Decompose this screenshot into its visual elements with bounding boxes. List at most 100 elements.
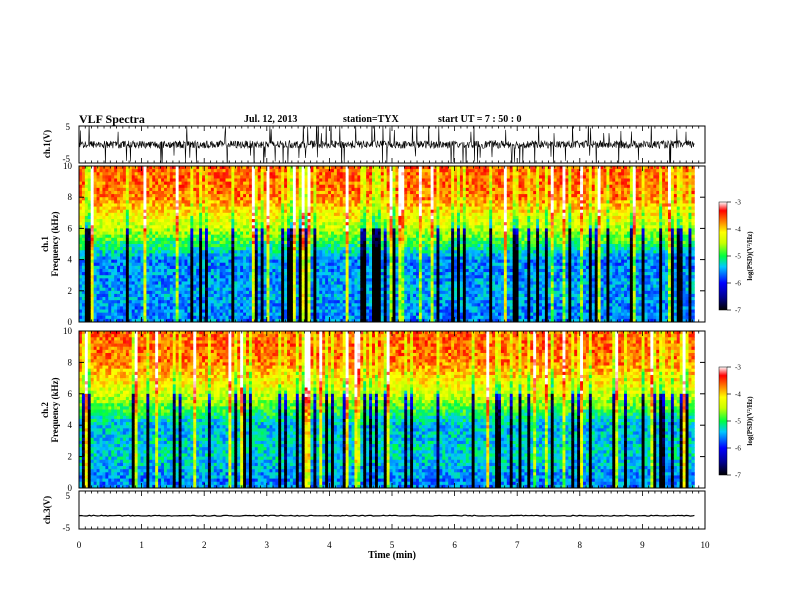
spectrogram-cell bbox=[231, 287, 235, 292]
spectrogram-cell bbox=[108, 253, 112, 257]
spectrogram-cell bbox=[304, 297, 308, 301]
spectrogram-cell bbox=[166, 290, 171, 295]
spectrogram-cell bbox=[275, 287, 279, 292]
spectrogram-cell bbox=[225, 194, 229, 198]
spectrogram-cell bbox=[275, 222, 279, 226]
spectrogram-cell bbox=[149, 309, 153, 314]
spectrogram-cell bbox=[87, 318, 92, 322]
spectrogram-cell bbox=[360, 172, 364, 176]
spectrogram-cell bbox=[90, 231, 95, 236]
spectrogram-cell bbox=[254, 265, 259, 270]
spectrogram-cell bbox=[161, 256, 165, 260]
spectrogram-cell bbox=[228, 231, 232, 236]
spectrogram-cell bbox=[289, 287, 294, 292]
spectrogram-cell bbox=[278, 237, 282, 242]
spectrogram-cell bbox=[331, 309, 335, 314]
spectrogram-cell bbox=[240, 240, 244, 245]
spectrogram-cell bbox=[105, 290, 109, 295]
spectrogram-cell bbox=[287, 200, 291, 204]
spectrogram-cell bbox=[184, 250, 188, 254]
spectrogram-cell bbox=[348, 184, 352, 189]
spectrogram-cell bbox=[93, 250, 97, 254]
spectrogram-cell bbox=[169, 209, 174, 214]
spectrogram-cell bbox=[263, 203, 267, 207]
spectrogram-cell bbox=[143, 222, 147, 226]
spectrogram-cell bbox=[90, 275, 95, 279]
spectrogram-cell bbox=[354, 256, 358, 260]
spectrogram-cell bbox=[96, 209, 100, 214]
spectrogram-cell bbox=[181, 200, 185, 204]
spectrogram-cell bbox=[298, 290, 303, 295]
spectrogram-cell bbox=[269, 228, 273, 232]
spectrogram-cell bbox=[210, 178, 215, 182]
spectrogram-cell bbox=[298, 284, 303, 289]
spectrogram-cell bbox=[219, 268, 223, 273]
spectrogram-cell bbox=[143, 197, 147, 201]
spectrogram-cell bbox=[243, 231, 247, 236]
spectrogram-cell bbox=[307, 250, 311, 254]
spectrogram-cell bbox=[158, 215, 162, 220]
spectrogram-cell bbox=[155, 225, 159, 229]
spectrogram-cell bbox=[81, 303, 86, 307]
spectrogram-cell bbox=[228, 240, 232, 245]
spectrogram-cell bbox=[342, 215, 347, 220]
spectrogram-cell bbox=[292, 315, 297, 320]
spectrogram-cell bbox=[172, 290, 177, 295]
spectrogram-cell bbox=[354, 297, 358, 301]
spectrogram-cell bbox=[152, 219, 156, 223]
spectrogram-cell bbox=[339, 284, 344, 289]
spectrogram-cell bbox=[158, 253, 162, 257]
spectrogram-cell bbox=[155, 315, 159, 320]
spectrogram-cell bbox=[143, 312, 147, 317]
spectrogram-cell bbox=[120, 303, 124, 307]
spectrogram-cell bbox=[322, 178, 326, 182]
spectrogram-cell bbox=[181, 278, 185, 282]
spectrogram-cell bbox=[333, 250, 338, 254]
spectrogram-cell bbox=[161, 194, 165, 198]
spectrogram-cell bbox=[108, 190, 112, 195]
spectrogram-cell bbox=[134, 222, 139, 226]
spectrogram-cell bbox=[190, 194, 194, 198]
spectrogram-cell bbox=[328, 178, 332, 182]
spectrogram-cell bbox=[84, 175, 89, 179]
spectrogram-cell bbox=[190, 262, 194, 267]
spectrogram-cell bbox=[134, 287, 139, 292]
spectrogram-cell bbox=[234, 206, 238, 211]
spectrogram-cell bbox=[301, 312, 306, 317]
spectrogram-cell bbox=[102, 275, 106, 279]
spectrogram-cell bbox=[328, 228, 332, 232]
spectrogram-cell bbox=[105, 315, 109, 320]
spectrogram-cell bbox=[251, 203, 256, 207]
spectrogram-cell bbox=[307, 262, 311, 267]
spectrogram-cell bbox=[263, 215, 267, 220]
spectrogram-cell bbox=[292, 190, 297, 195]
spectrogram-cell bbox=[260, 256, 265, 260]
spectrogram-cell bbox=[134, 268, 139, 273]
spectrogram-cell bbox=[240, 290, 244, 295]
spectrogram-cell bbox=[292, 312, 297, 317]
spectrogram-cell bbox=[325, 169, 329, 173]
spectrogram-cell bbox=[131, 234, 136, 239]
spectrogram-cell bbox=[207, 194, 212, 198]
spectrogram-cell bbox=[140, 200, 144, 204]
spectrogram-cell bbox=[117, 265, 121, 270]
spectrogram-cell bbox=[117, 225, 121, 229]
spectrogram-cell bbox=[354, 300, 358, 304]
spectrogram-cell bbox=[158, 265, 162, 270]
spectrogram-cell bbox=[158, 219, 162, 223]
spectrogram-cell bbox=[339, 312, 344, 317]
spectrogram-cell bbox=[328, 187, 332, 192]
spectrogram-cell bbox=[166, 275, 171, 279]
spectrogram-cell bbox=[257, 206, 262, 211]
spectrogram-cell bbox=[289, 231, 294, 236]
spectrogram-cell bbox=[169, 312, 174, 317]
spectrogram-cell bbox=[131, 215, 136, 220]
spectrogram-cell bbox=[228, 172, 232, 176]
spectrogram-cell bbox=[166, 300, 171, 304]
spectrogram-cell bbox=[184, 303, 188, 307]
spectrogram-cell bbox=[292, 247, 297, 251]
spectrogram-cell bbox=[348, 237, 352, 242]
spectrogram-cell bbox=[251, 253, 256, 257]
spectrogram-cell bbox=[187, 166, 191, 170]
spectrogram-cell bbox=[128, 212, 133, 217]
